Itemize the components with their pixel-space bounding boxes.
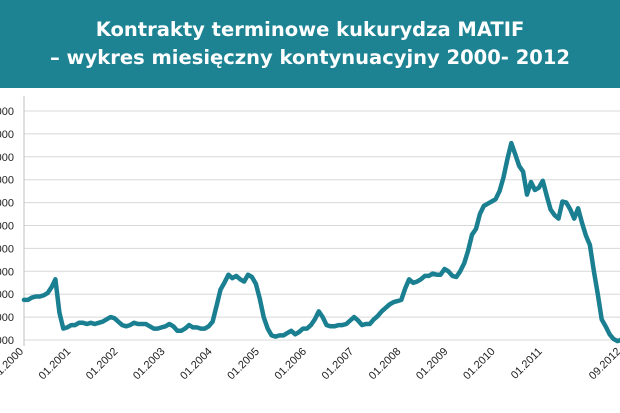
- x-tick-label: 01.2011: [509, 346, 545, 382]
- y-tick-label: 000: [0, 175, 14, 187]
- x-tick-label: 01.2009: [414, 346, 451, 383]
- y-tick-label: 000: [0, 335, 14, 347]
- x-tick-label: 01.2002: [84, 346, 121, 383]
- chart-title-line-1: Kontrakty terminowe kukurydza MATIF: [95, 18, 525, 41]
- chart-title-banner: Kontrakty terminowe kukurydza MATIF – wy…: [0, 0, 620, 88]
- x-tick-label: 01.2006: [272, 346, 309, 383]
- y-tick-label: 000: [0, 106, 14, 118]
- x-tick-label: 01.2007: [320, 346, 357, 383]
- x-tick-label: 01.2001: [37, 346, 74, 383]
- y-tick-label: 000: [0, 266, 14, 278]
- y-tick-label: 000: [0, 243, 14, 255]
- x-tick-label: 09.2012: [587, 346, 620, 383]
- y-tick-label: 000: [0, 312, 14, 324]
- x-tick-label: 01.2005: [225, 346, 262, 383]
- x-tick-label: 01.2000: [0, 346, 26, 383]
- plot-area: [21, 140, 620, 344]
- y-tick-label: 000: [0, 198, 14, 210]
- y-axis: 000 000 000 000 000 000 000 000 000 000 000: [0, 96, 25, 347]
- x-axis: 01.2000 01.2001 01.2002 01.2003 01.2004 01.20…: [0, 346, 620, 383]
- series-line: [21, 140, 620, 344]
- y-tick-label: 000: [0, 221, 14, 233]
- gridlines: [24, 110, 620, 341]
- y-tick-label: 000: [0, 152, 14, 164]
- x-tick-label: 01.2008: [367, 346, 404, 383]
- x-tick-label: 01.2010: [461, 346, 498, 383]
- x-tick-label: 01.2003: [131, 346, 168, 383]
- x-tick-label: 01.2004: [178, 346, 215, 383]
- line-chart: 000 000 000 000 000 000 000 000 000 000 000 01.200…: [0, 96, 620, 383]
- y-tick-label: 000: [0, 289, 14, 301]
- chart-title-line-2: – wykres miesięczny kontynuacyjny 2000- …: [50, 46, 570, 69]
- y-tick-label: 000: [0, 129, 14, 141]
